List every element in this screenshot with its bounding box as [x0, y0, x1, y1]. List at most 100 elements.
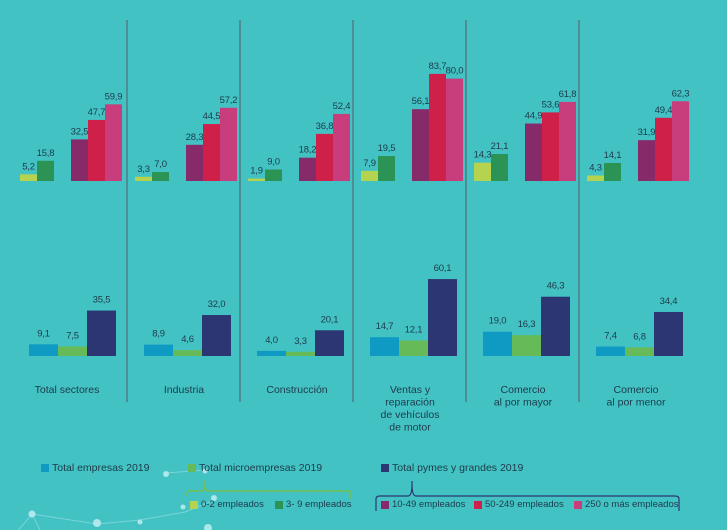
bar-total-microempresas-2019 — [399, 340, 428, 356]
data-label: 32,0 — [208, 299, 226, 310]
bar-total-empresas-2019 — [144, 344, 173, 356]
data-label: 7,4 — [604, 331, 617, 342]
bar-3--9-empleados — [491, 153, 508, 181]
bar-total-microempresas-2019 — [173, 350, 202, 356]
legend-item-total-empresas: Total empresas 2019 — [41, 462, 149, 474]
legend-swatch — [188, 464, 196, 472]
bar-total-microempresas-2019 — [286, 351, 315, 356]
data-label: 6,8 — [633, 331, 646, 342]
category-label: de motor — [389, 422, 431, 434]
bar-0-2-empleados — [474, 162, 491, 181]
legend-item-250-mas-empleados: 250 o más empleados — [574, 499, 678, 510]
category-label: Industria — [164, 384, 204, 396]
data-label: 61,8 — [559, 89, 577, 100]
data-label: 3,3 — [294, 336, 307, 347]
bar-3--9-empleados — [265, 169, 282, 181]
legend-label: 3- 9 empleados — [286, 499, 352, 510]
data-label: 83,7 — [429, 61, 447, 72]
legend-swatch — [190, 500, 198, 509]
data-label: 7,0 — [154, 159, 167, 170]
legend-item-3-9-empleados: 3- 9 empleados — [275, 499, 351, 510]
bar-10-49-empleados — [71, 139, 88, 181]
bar-total-microempresas-2019 — [512, 335, 541, 356]
category-label: de vehículos — [381, 409, 440, 421]
data-label: 7,9 — [363, 158, 376, 169]
data-label: 14,3 — [474, 150, 492, 161]
bar-250-o-más-empleados — [446, 78, 463, 181]
legend-label: 50-249 empleados — [485, 499, 564, 510]
legend-item-0-2-empleados: 0-2 empleados — [190, 499, 264, 510]
data-label: 52,4 — [333, 101, 351, 112]
legend-swatch — [474, 500, 482, 509]
data-label: 19,0 — [489, 316, 507, 327]
data-label: 60,1 — [434, 263, 452, 274]
data-label: 15,8 — [37, 148, 55, 159]
bar-0-2-empleados — [135, 176, 152, 181]
data-label: 44,9 — [525, 111, 543, 122]
data-label: 18,2 — [299, 145, 317, 156]
legend-label: Total pymes y grandes 2019 — [392, 462, 524, 474]
micro-bracket — [186, 480, 352, 499]
category-label: Comercio — [614, 384, 659, 396]
bar-10-49-empleados — [525, 123, 542, 181]
data-label: 56,1 — [412, 96, 430, 107]
data-label: 80,0 — [446, 66, 464, 77]
legend-label: 0-2 empleados — [201, 499, 264, 510]
data-label: 32,5 — [71, 126, 89, 137]
data-label: 7,5 — [66, 330, 79, 341]
bar-10-49-empleados — [412, 109, 429, 181]
data-label: 12,1 — [405, 325, 423, 336]
bar-10-49-empleados — [186, 144, 203, 181]
bar-50-249-empleados — [655, 117, 672, 181]
bar-250-o-más-empleados — [559, 101, 576, 181]
legend-label: 250 o más empleados — [585, 499, 679, 510]
bar-total-pymes-y-grandes-2019 — [202, 315, 231, 356]
bar-3--9-empleados — [378, 156, 395, 181]
legend-label: 10-49 empleados — [392, 499, 466, 510]
legend-item-total-pymes: Total pymes y grandes 2019 — [381, 462, 523, 474]
data-label: 8,9 — [152, 329, 165, 340]
legend-label: Total empresas 2019 — [52, 462, 150, 474]
bar-50-249-empleados — [429, 73, 446, 181]
data-label: 53,6 — [542, 99, 560, 110]
bar-50-249-empleados — [203, 124, 220, 181]
legend-swatch — [381, 464, 389, 472]
data-label: 9,1 — [37, 328, 50, 339]
data-label: 20,1 — [321, 314, 339, 325]
data-label: 14,1 — [604, 150, 622, 161]
bar-50-249-empleados — [316, 133, 333, 181]
category-label: al por menor — [607, 397, 666, 409]
category-label: Comercio — [501, 384, 546, 396]
data-label: 35,5 — [93, 295, 111, 306]
data-label: 21,1 — [491, 141, 509, 152]
bar-0-2-empleados — [587, 175, 604, 181]
bar-total-empresas-2019 — [596, 346, 625, 356]
bar-0-2-empleados — [248, 178, 265, 181]
data-label: 46,3 — [547, 281, 565, 292]
bar-total-pymes-y-grandes-2019 — [541, 296, 570, 356]
data-label: 31,9 — [638, 127, 656, 138]
data-label: 59,9 — [105, 91, 123, 102]
data-label: 34,4 — [660, 296, 678, 307]
bar-total-empresas-2019 — [483, 331, 512, 356]
data-label: 9,0 — [267, 156, 280, 167]
category-label: al por mayor — [494, 397, 553, 409]
data-label: 44,5 — [203, 111, 221, 122]
category-label: Construcción — [266, 384, 327, 396]
category-label: Ventas y — [390, 384, 431, 396]
bar-total-microempresas-2019 — [58, 346, 87, 356]
bar-50-249-empleados — [542, 112, 559, 181]
data-label: 28,3 — [186, 132, 204, 143]
bar-250-o-más-empleados — [220, 107, 237, 181]
data-label: 14,7 — [376, 321, 394, 332]
legend-item-50-249-empleados: 50-249 empleados — [474, 499, 564, 510]
bar-250-o-más-empleados — [672, 101, 689, 181]
data-label: 57,2 — [220, 95, 238, 106]
data-label: 19,5 — [378, 143, 396, 154]
bar-10-49-empleados — [638, 140, 655, 181]
bar-total-microempresas-2019 — [625, 347, 654, 356]
bar-0-2-empleados — [361, 170, 378, 181]
bar-0-2-empleados — [20, 174, 37, 181]
